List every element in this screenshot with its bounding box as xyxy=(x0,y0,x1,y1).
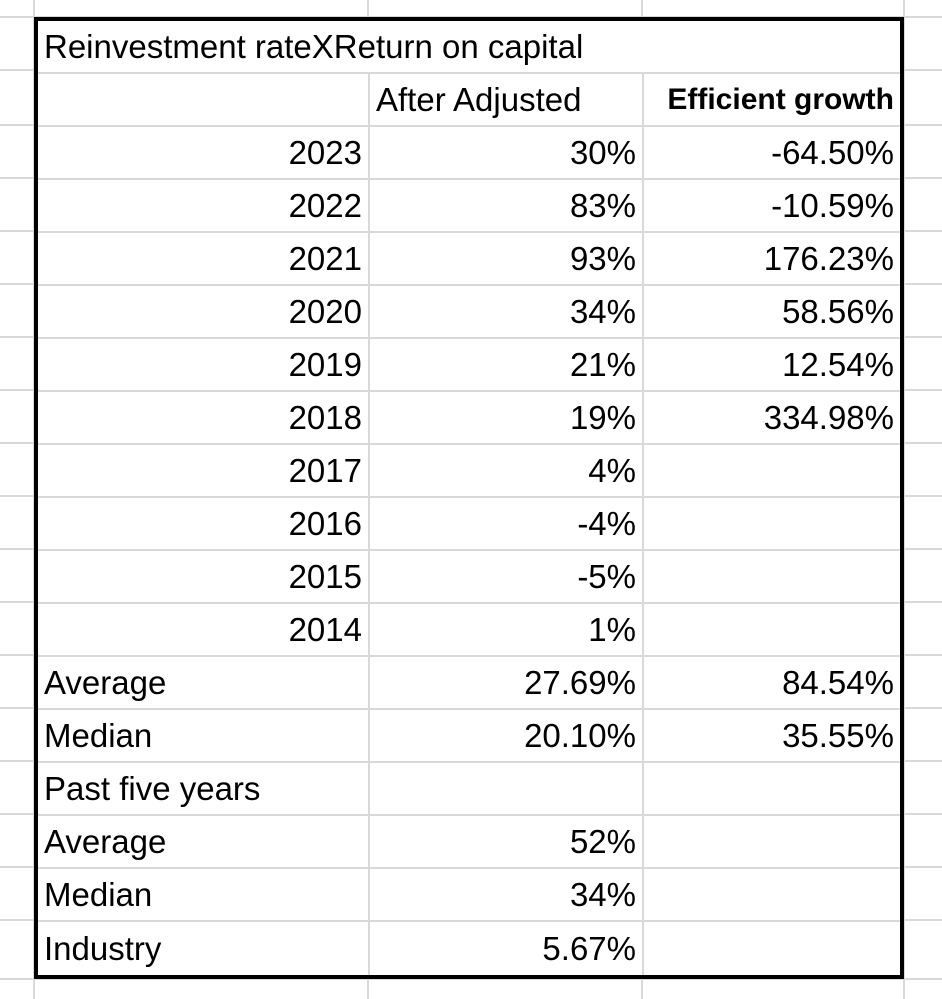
year-cell[interactable]: 2023 xyxy=(38,127,370,178)
past-five-empty-cell[interactable] xyxy=(644,816,900,867)
efficient-growth-cell[interactable]: -10.59% xyxy=(771,186,894,224)
table-row: 2019 21% 12.54% xyxy=(38,339,900,392)
average-row: Average 27.69% 84.54% xyxy=(38,657,900,710)
efficient-growth-cell[interactable] xyxy=(644,551,900,602)
after-adjusted-cell[interactable]: 19% xyxy=(370,392,644,443)
past-five-average-label[interactable]: Average xyxy=(38,816,370,867)
past-five-empty-cell[interactable] xyxy=(644,869,900,920)
past-five-years-row: Past five years xyxy=(38,763,900,816)
header-after-adjusted[interactable]: After Adjusted xyxy=(370,74,644,125)
header-empty-cell[interactable] xyxy=(38,74,370,125)
table-row: 2015 -5% xyxy=(38,551,900,604)
title-row: Reinvestment rateXReturn on capital xyxy=(38,21,900,74)
table-row: 2021 93% 176.23% xyxy=(38,233,900,286)
past-five-median-label[interactable]: Median xyxy=(38,869,370,920)
year-cell[interactable]: 2021 xyxy=(38,233,370,284)
after-adjusted-cell[interactable]: 34% xyxy=(370,286,644,337)
industry-value[interactable]: 5.67% xyxy=(370,922,644,975)
year-cell[interactable]: 2022 xyxy=(38,180,370,231)
industry-empty-cell[interactable] xyxy=(644,922,900,975)
table-row: 2017 4% xyxy=(38,445,900,498)
efficient-growth-cell[interactable] xyxy=(644,604,900,655)
table-row: 2023 30% -64.50% xyxy=(38,127,900,180)
after-adjusted-cell[interactable]: 1% xyxy=(370,604,644,655)
industry-row: Industry 5.67% xyxy=(38,922,900,975)
industry-label[interactable]: Industry xyxy=(38,922,370,975)
past-five-years-label[interactable]: Past five years xyxy=(38,763,370,814)
table-row: 2022 83% -10.59% xyxy=(38,180,900,233)
efficient-growth-cell[interactable]: 58.56% xyxy=(782,292,894,330)
past-five-median-value[interactable]: 34% xyxy=(370,869,644,920)
past-five-median-row: Median 34% xyxy=(38,869,900,922)
efficient-growth-cell[interactable]: 334.98% xyxy=(763,398,894,436)
table-row: 2018 19% 334.98% xyxy=(38,392,900,445)
spreadsheet-table: Reinvestment rateXReturn on capital Afte… xyxy=(34,17,904,979)
average-efficient-growth[interactable]: 84.54% xyxy=(782,663,894,701)
past-five-average-value[interactable]: 52% xyxy=(370,816,644,867)
efficient-growth-cell[interactable]: -64.50% xyxy=(771,133,894,171)
after-adjusted-cell[interactable]: 93% xyxy=(370,233,644,284)
median-efficient-growth[interactable]: 35.55% xyxy=(782,716,894,754)
past-five-empty-cell[interactable] xyxy=(644,763,900,814)
after-adjusted-cell[interactable]: -5% xyxy=(370,551,644,602)
year-cell[interactable]: 2017 xyxy=(38,445,370,496)
efficient-growth-cell[interactable]: 12.54% xyxy=(782,345,894,383)
median-label[interactable]: Median xyxy=(38,710,370,761)
year-cell[interactable]: 2018 xyxy=(38,392,370,443)
year-cell[interactable]: 2020 xyxy=(38,286,370,337)
year-cell[interactable]: 2019 xyxy=(38,339,370,390)
average-label[interactable]: Average xyxy=(38,657,370,708)
year-cell[interactable]: 2015 xyxy=(38,551,370,602)
table-title[interactable]: Reinvestment rateXReturn on capital xyxy=(44,27,584,65)
after-adjusted-cell[interactable]: 21% xyxy=(370,339,644,390)
after-adjusted-cell[interactable]: 30% xyxy=(370,127,644,178)
past-five-average-row: Average 52% xyxy=(38,816,900,869)
header-efficient-growth[interactable]: Efficient growth xyxy=(667,82,894,116)
year-cell[interactable]: 2016 xyxy=(38,498,370,549)
header-row: After Adjusted Efficient growth xyxy=(38,74,900,127)
median-after-adjusted[interactable]: 20.10% xyxy=(370,710,644,761)
table-row: 2014 1% xyxy=(38,604,900,657)
efficient-growth-cell[interactable] xyxy=(644,445,900,496)
median-row: Median 20.10% 35.55% xyxy=(38,710,900,763)
after-adjusted-cell[interactable]: 83% xyxy=(370,180,644,231)
average-after-adjusted[interactable]: 27.69% xyxy=(370,657,644,708)
efficient-growth-cell[interactable]: 176.23% xyxy=(763,239,894,277)
after-adjusted-cell[interactable]: 4% xyxy=(370,445,644,496)
table-row: 2020 34% 58.56% xyxy=(38,286,900,339)
after-adjusted-cell[interactable]: -4% xyxy=(370,498,644,549)
efficient-growth-cell[interactable] xyxy=(644,498,900,549)
past-five-empty-cell[interactable] xyxy=(370,763,644,814)
table-row: 2016 -4% xyxy=(38,498,900,551)
year-cell[interactable]: 2014 xyxy=(38,604,370,655)
